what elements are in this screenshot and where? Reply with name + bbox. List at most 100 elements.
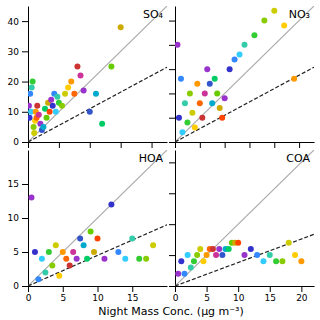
x-tick: 15: [127, 286, 138, 303]
y-tick-label: 10: [8, 213, 20, 223]
x-tick-mark: [63, 286, 64, 292]
point: [74, 63, 80, 69]
x-tick: 20: [296, 286, 308, 303]
point: [108, 63, 114, 69]
point: [30, 79, 36, 85]
point: [248, 246, 254, 252]
point: [291, 76, 297, 82]
point: [187, 90, 193, 96]
x-tick-label: 10: [233, 293, 245, 303]
point: [227, 66, 233, 72]
x-tick-mark: [98, 286, 99, 292]
point: [267, 252, 273, 258]
x-axis-line: [29, 142, 168, 143]
y-tick-mark: [169, 21, 175, 22]
point: [213, 252, 219, 258]
y-tick: [169, 224, 175, 225]
point: [53, 109, 59, 115]
y-tick-mark: [22, 252, 28, 253]
point: [175, 271, 181, 277]
point: [81, 88, 87, 94]
point: [222, 95, 228, 101]
y-tick-label: 5: [13, 247, 19, 257]
point: [292, 252, 298, 258]
y-tick: [169, 118, 175, 119]
point: [232, 56, 238, 62]
y-tick-mark: [169, 118, 175, 119]
x-tick: 0: [173, 286, 179, 303]
y-tick: [169, 69, 175, 70]
point: [101, 256, 107, 262]
point: [260, 258, 266, 264]
x-tick-label: 0: [26, 293, 32, 303]
x-tick: [225, 142, 226, 148]
y-tick: 0: [13, 137, 28, 147]
point: [298, 258, 304, 264]
point: [219, 252, 225, 258]
x-tick-label: 20: [296, 293, 308, 303]
point: [95, 235, 101, 241]
point: [84, 256, 90, 262]
x-tick-mark: [207, 286, 208, 292]
point: [71, 91, 77, 97]
panel: 051015051015HOA: [8, 150, 168, 303]
point: [207, 81, 213, 87]
point: [77, 235, 83, 241]
y-tick-mark: [169, 193, 175, 194]
panel-label: COA: [286, 152, 310, 165]
point: [226, 246, 232, 252]
y-axis: 051015: [8, 151, 29, 292]
point: [192, 124, 198, 130]
x-tick-label: 5: [60, 293, 66, 303]
plot-area: [175, 6, 314, 142]
point: [35, 276, 41, 282]
point: [59, 103, 65, 109]
x-tick: [299, 142, 300, 148]
point: [184, 120, 190, 126]
point: [237, 52, 243, 58]
y-tick-mark: [169, 255, 175, 256]
panel-label: HOA: [139, 152, 164, 165]
panel: 05101520COA: [169, 150, 315, 303]
fit-line: [175, 234, 314, 286]
fit-line: [28, 225, 167, 286]
x-axis: [29, 142, 168, 148]
x-tick: 10: [233, 286, 245, 303]
y-tick-mark: [22, 218, 28, 219]
x-tick-mark: [152, 142, 153, 148]
y-tick-mark: [22, 142, 28, 143]
point: [176, 115, 182, 121]
point: [191, 258, 197, 264]
point: [93, 91, 99, 97]
panel: 010203040SO₄: [8, 6, 168, 148]
y-tick: [169, 193, 175, 194]
point: [189, 110, 195, 116]
point: [122, 256, 128, 262]
x-tick-label: 10: [92, 293, 104, 303]
y-tick: [169, 255, 175, 256]
y-tick: [169, 93, 175, 94]
y-tick-mark: [169, 93, 175, 94]
point: [188, 264, 194, 270]
x-axis-line: [176, 142, 315, 143]
y-axis: [169, 7, 176, 143]
y-tick-mark: [169, 162, 175, 163]
point: [99, 121, 105, 127]
point: [74, 256, 80, 262]
figure: 010203040SO₄NO₃051015051015HOANight Mass…: [0, 0, 320, 320]
reference-line: [28, 6, 167, 142]
reference-line: [175, 6, 314, 142]
y-axis-line: [175, 151, 176, 287]
point: [81, 242, 87, 248]
x-tick-mark: [28, 286, 29, 292]
y-tick-label: 10: [8, 107, 20, 117]
point: [281, 22, 287, 28]
point: [204, 66, 210, 72]
y-tick: [169, 21, 175, 22]
point: [78, 73, 84, 79]
plot-area: [28, 150, 167, 286]
y-tick: 10: [8, 213, 28, 223]
y-tick-mark: [169, 286, 175, 287]
x-tick-mark: [274, 142, 275, 148]
y-tick-mark: [169, 224, 175, 225]
